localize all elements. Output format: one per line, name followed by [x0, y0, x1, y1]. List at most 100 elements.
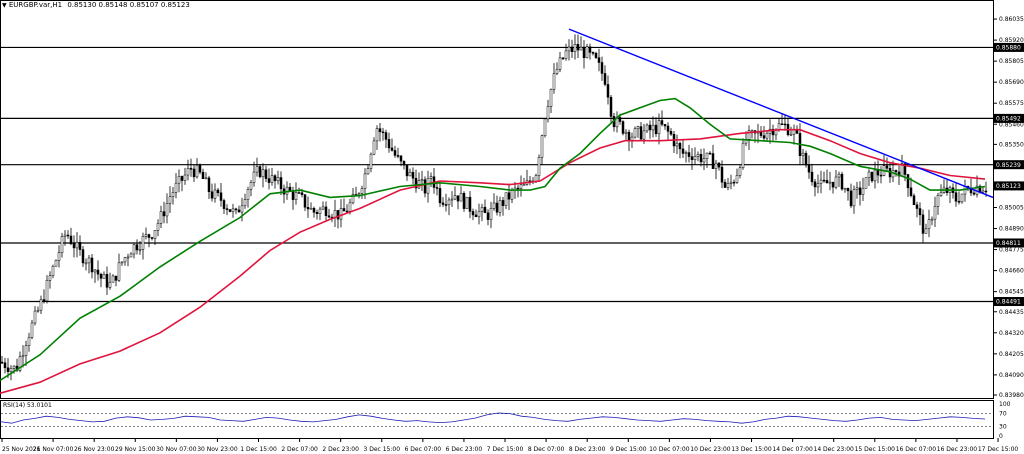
- candle: [288, 186, 292, 192]
- candle: [687, 152, 691, 157]
- y-tick-label: 0.84090: [999, 372, 1024, 379]
- candle: [87, 257, 91, 264]
- candle: [861, 187, 865, 195]
- candle: [255, 166, 259, 173]
- rsi-scale-label: 30: [999, 423, 1007, 430]
- candle: [336, 210, 340, 220]
- candle: [150, 237, 154, 239]
- candle: [195, 165, 199, 178]
- candle: [738, 167, 742, 176]
- y-tick-label: 0.85805: [999, 58, 1024, 65]
- candle: [369, 153, 373, 169]
- candle: [651, 124, 655, 131]
- candle: [120, 261, 124, 264]
- candle: [96, 269, 100, 275]
- y-tick-label: 0.85005: [999, 204, 1024, 211]
- candle: [648, 124, 652, 131]
- chart-header: ▼ EURGBP.var,H1 0.85130 0.85148 0.85107 …: [2, 1, 190, 9]
- x-tick-label: 16 Dec 07:00: [896, 446, 937, 453]
- candle: [339, 208, 343, 220]
- candle: [6, 367, 10, 372]
- rsi-plot-frame: [0, 400, 994, 439]
- candle: [585, 46, 589, 58]
- candle: [414, 178, 418, 189]
- candle: [711, 153, 715, 169]
- collapse-triangle-icon[interactable]: ▼: [2, 2, 7, 9]
- candle: [384, 132, 388, 140]
- candle: [801, 152, 805, 156]
- trendline[interactable]: [568, 28, 994, 199]
- candle: [714, 162, 718, 169]
- candle: [189, 168, 193, 170]
- x-tick-label: 14 Dec 07:00: [772, 446, 813, 453]
- candle: [177, 176, 181, 184]
- candle: [849, 190, 853, 207]
- y-tick-label: 0.85920: [999, 37, 1024, 44]
- candle: [489, 208, 493, 220]
- candle: [21, 355, 25, 358]
- candle: [9, 368, 13, 372]
- candle: [810, 171, 814, 183]
- candle: [261, 169, 265, 178]
- candle: [309, 208, 313, 210]
- x-tick-label: 7 Dec 15:00: [487, 446, 524, 453]
- candle: [45, 280, 49, 302]
- candle: [90, 257, 94, 273]
- candle: [291, 190, 295, 200]
- candle: [75, 242, 79, 249]
- x-tick-label: 10 Dec 23:00: [690, 446, 731, 453]
- x-tick-label: 6 Dec 23:00: [446, 446, 483, 453]
- candle: [915, 204, 919, 209]
- x-tick-label: 16 Dec 23:00: [937, 446, 978, 453]
- candle: [213, 189, 217, 199]
- candle: [327, 215, 331, 218]
- candle: [57, 252, 61, 261]
- candle: [285, 186, 289, 195]
- candle: [342, 208, 346, 212]
- candle: [63, 234, 67, 237]
- candle: [72, 243, 76, 249]
- candle: [822, 179, 826, 182]
- x-tick-label: 29 Nov 15:00: [115, 446, 156, 453]
- candle: [576, 44, 580, 51]
- x-tick-label: 8 Dec 07:00: [528, 446, 565, 453]
- ma-slow-line[interactable]: [0, 128, 986, 394]
- level-price-label: 0.85239: [996, 162, 1021, 169]
- candle: [981, 190, 985, 193]
- y-tick-label: 0.85575: [999, 100, 1024, 107]
- candle: [405, 164, 409, 177]
- rsi-line[interactable]: [0, 412, 986, 424]
- candle: [204, 177, 208, 180]
- candle: [696, 154, 700, 157]
- ma-fast-line[interactable]: [0, 97, 986, 382]
- candle: [18, 356, 22, 371]
- candle: [954, 192, 958, 202]
- candle: [792, 129, 796, 135]
- candle: [207, 177, 211, 192]
- candle: [399, 155, 403, 162]
- candle: [258, 166, 262, 178]
- candle: [222, 200, 226, 209]
- candle: [594, 52, 598, 58]
- candle: [912, 195, 916, 206]
- candle: [723, 181, 727, 188]
- candle: [378, 128, 382, 133]
- candle: [876, 169, 880, 176]
- x-tick-label: 10 Dec 07:00: [649, 446, 690, 453]
- candle: [852, 189, 856, 207]
- candle: [582, 46, 586, 58]
- x-tick-label: 8 Dec 23:00: [569, 446, 606, 453]
- x-tick-label: 6 Dec 07:00: [405, 446, 442, 453]
- candle: [465, 196, 469, 209]
- candle: [927, 219, 931, 230]
- candle: [318, 208, 322, 214]
- candle: [921, 214, 925, 234]
- candle: [552, 73, 556, 90]
- current-price-label: 0.85123: [996, 183, 1021, 190]
- candle: [636, 126, 640, 130]
- candle: [759, 131, 763, 136]
- candle: [108, 281, 112, 288]
- candle: [387, 139, 391, 149]
- candle: [306, 207, 310, 210]
